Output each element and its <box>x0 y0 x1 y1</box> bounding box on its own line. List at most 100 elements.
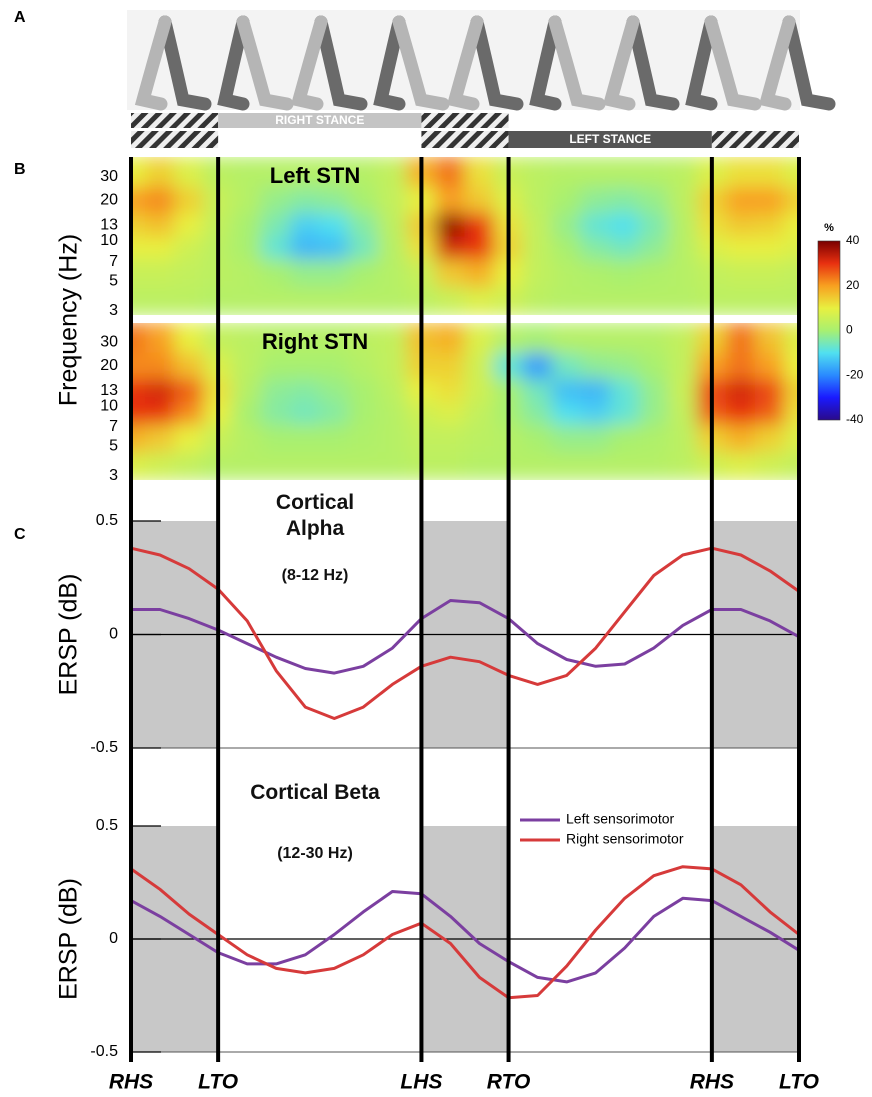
leg <box>704 15 762 111</box>
heatmap-cell <box>667 450 698 480</box>
heatmap-cell <box>435 285 466 315</box>
heatmap-cell <box>232 285 263 315</box>
heatmap-cell <box>464 212 495 237</box>
leg <box>548 15 606 111</box>
heatmap-cell <box>435 323 466 353</box>
heatmap-cell <box>464 323 495 353</box>
leg <box>134 15 172 111</box>
panel-label: B <box>14 161 26 178</box>
y-tick-label: 30 <box>100 334 118 351</box>
heatmap-cell <box>131 258 147 287</box>
heatmap-cell <box>261 285 292 315</box>
heatmap-cell <box>435 157 466 188</box>
y-tick-label: -0.5 <box>90 739 118 756</box>
heatmap-cell <box>754 423 785 452</box>
heatmap-cell <box>319 212 350 237</box>
heatmap-cell <box>145 235 176 260</box>
colorbar-tick-label: 40 <box>846 233 860 247</box>
heatmap-cell <box>638 401 669 425</box>
heatmap-cell <box>638 186 669 214</box>
heatmap-cell <box>522 157 553 188</box>
legend-label: Left sensorimotor <box>566 811 674 827</box>
heatmap-cell <box>145 351 176 380</box>
heatmap-cell <box>580 450 611 480</box>
heatmap-cell <box>377 423 408 452</box>
heatmap-cell <box>783 258 799 287</box>
heatmap-cell <box>667 378 698 403</box>
heatmap-cell <box>754 378 785 403</box>
heatmap-cell <box>667 351 698 380</box>
heatmap-cell <box>725 378 756 403</box>
heatmap-cell <box>145 323 176 353</box>
y-tick-label: 13 <box>100 217 118 234</box>
heatmap-cell <box>609 186 640 214</box>
heatmap-cell <box>232 423 263 452</box>
heatmap-cell <box>551 351 582 380</box>
heatmap-cell <box>174 351 205 380</box>
heatmap-cell <box>348 212 379 237</box>
heatmap-cell <box>348 378 379 403</box>
heatmap-cell <box>261 323 292 353</box>
heatmap-cell <box>261 378 292 403</box>
heatmap-cell <box>725 450 756 480</box>
heatmap-cell <box>464 378 495 403</box>
heatmap-cell <box>522 212 553 237</box>
heatmap-cell <box>609 423 640 452</box>
heatmap-cell <box>667 285 698 315</box>
leg <box>392 15 450 111</box>
heatmap-cell <box>174 401 205 425</box>
stance-bar <box>508 131 712 148</box>
heatmap-cell <box>580 157 611 188</box>
heatmap-cell <box>783 285 799 315</box>
heatmap-cell <box>290 186 321 214</box>
heatmap-cell <box>580 212 611 237</box>
stance-bar <box>131 113 219 128</box>
heatmap-cell <box>464 423 495 452</box>
heatmap-cell <box>754 157 785 188</box>
heatmap-cell <box>609 235 640 260</box>
series-line <box>130 546 800 720</box>
heatmap-cell <box>131 378 147 403</box>
colorbar-tick-label: -20 <box>846 367 864 381</box>
heatmap-cell <box>174 285 205 315</box>
heatmap-cell <box>783 212 799 237</box>
leg <box>758 15 796 111</box>
heatmap-cell <box>522 285 553 315</box>
heatmap-cell <box>290 258 321 287</box>
heatmap-cell <box>783 235 799 260</box>
heatmap-cell <box>783 401 799 425</box>
heatmap-cell <box>609 212 640 237</box>
heatmap-cell <box>131 235 147 260</box>
heatmap-cell <box>232 157 263 188</box>
series-line <box>130 865 800 1000</box>
heatmap-cell <box>131 351 147 380</box>
heatmap-cell <box>580 235 611 260</box>
heatmap-cell <box>290 351 321 380</box>
heatmap-cell <box>667 423 698 452</box>
panel-label: A <box>14 9 26 26</box>
legend-label: Right sensorimotor <box>566 831 684 847</box>
heatmap-cell <box>435 235 466 260</box>
heatmap-cell <box>522 258 553 287</box>
heatmap-cell <box>377 378 408 403</box>
heatmap-cell <box>348 323 379 353</box>
heatmap-cell <box>319 186 350 214</box>
heatmap-cell <box>261 351 292 380</box>
leg <box>602 15 640 111</box>
heatmap-cell <box>580 423 611 452</box>
heatmap-cell <box>783 423 799 452</box>
heatmap-cell <box>464 401 495 425</box>
heatmap-title: Left STN <box>270 163 360 188</box>
heatmap-cell <box>725 212 756 237</box>
heatmap-cell <box>551 186 582 214</box>
heatmap-cell <box>725 157 756 188</box>
heatmap-cell <box>725 351 756 380</box>
heatmap-cell <box>232 450 263 480</box>
heatmap-cell <box>319 450 350 480</box>
heatmap-cell <box>522 423 553 452</box>
heatmap-cell <box>319 401 350 425</box>
event-label: LTO <box>198 1071 238 1094</box>
heatmap-cell <box>609 258 640 287</box>
heatmap-cell <box>348 423 379 452</box>
